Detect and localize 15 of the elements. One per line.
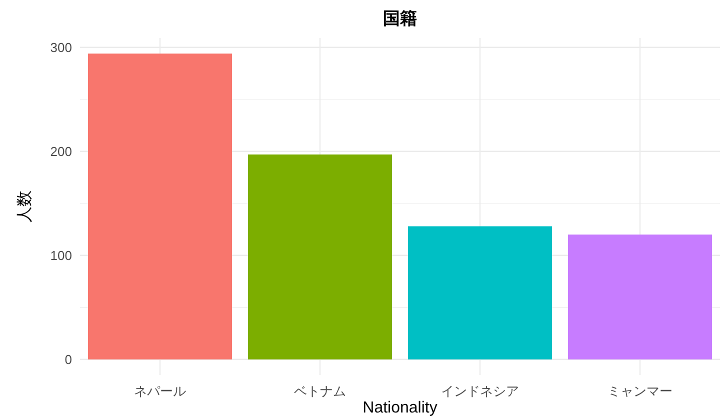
bar	[568, 234, 712, 360]
x-tick-label: ベトナム	[294, 384, 346, 399]
x-tick-label: ミャンマー	[608, 384, 672, 399]
chart-title: 国籍	[383, 8, 417, 28]
y-tick-label: 200	[50, 144, 72, 159]
y-tick-label: 0	[64, 352, 72, 367]
x-tick-label: インドネシア	[441, 384, 519, 399]
y-tick-label: 300	[50, 40, 72, 55]
y-axis-title: 人数	[16, 190, 34, 222]
bar	[248, 154, 392, 360]
y-tick-label: 100	[50, 248, 72, 263]
x-tick-label: ネパール	[134, 384, 186, 399]
x-axis-title: Nationality	[362, 400, 438, 417]
bar	[88, 54, 232, 360]
bar	[408, 226, 552, 360]
